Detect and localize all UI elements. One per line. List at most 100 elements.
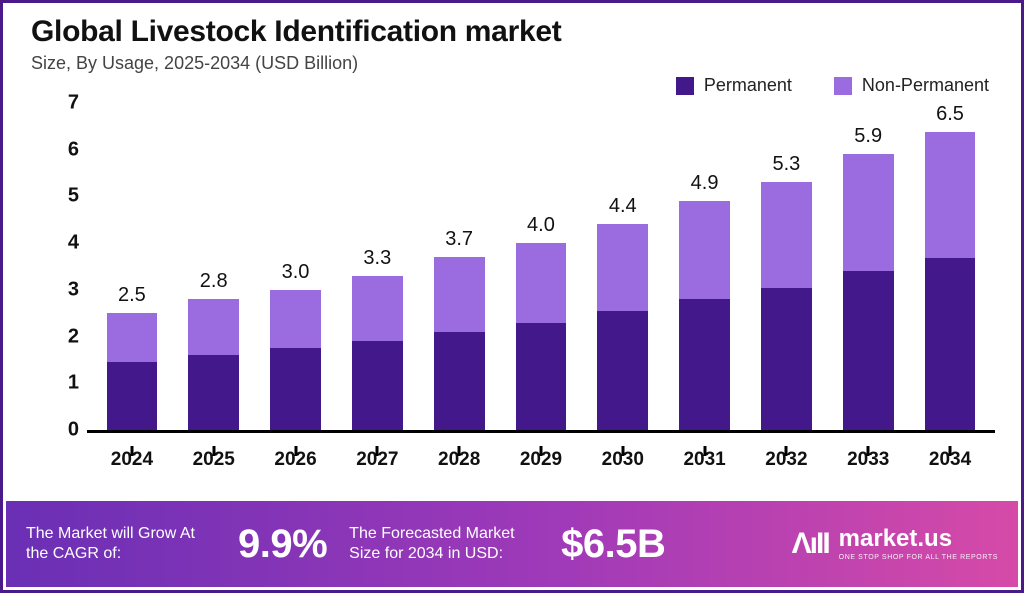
plot-area: 2.52.83.03.33.74.04.44.95.35.96.5 012345… xyxy=(87,103,995,433)
bar-column: 2.5 xyxy=(91,103,173,430)
bar-column: 3.0 xyxy=(255,103,337,430)
x-category-label: 2024 xyxy=(91,439,173,479)
y-tick-label: 7 xyxy=(47,92,79,115)
y-tick-label: 0 xyxy=(47,419,79,442)
bar-segment-nonpermanent xyxy=(270,290,321,348)
infographic-frame: Global Livestock Identification market S… xyxy=(0,0,1024,593)
bar-column: 5.3 xyxy=(746,103,828,430)
y-tick-label: 4 xyxy=(47,232,79,255)
bar-segment-permanent xyxy=(107,362,158,430)
x-category-label: 2034 xyxy=(909,439,991,479)
legend-swatch xyxy=(676,77,694,95)
bar-total-label: 2.8 xyxy=(200,270,228,293)
bar-stack xyxy=(107,313,158,430)
brand-tagline: ONE STOP SHOP FOR ALL THE REPORTS xyxy=(839,554,998,561)
footer-banner: The Market will Grow At the CAGR of: 9.9… xyxy=(6,501,1018,587)
bar-segment-nonpermanent xyxy=(434,257,485,332)
bar-total-label: 4.9 xyxy=(691,172,719,195)
legend-item-nonpermanent: Non-Permanent xyxy=(834,75,989,96)
bar-segment-permanent xyxy=(516,323,567,430)
bar-column: 4.9 xyxy=(664,103,746,430)
bar-column: 3.3 xyxy=(336,103,418,430)
bar-stack xyxy=(843,154,894,430)
y-tick-label: 6 xyxy=(47,138,79,161)
brand: ɅıII market.us ONE STOP SHOP FOR ALL THE… xyxy=(792,527,998,561)
bar-segment-permanent xyxy=(843,271,894,430)
bar-segment-permanent xyxy=(597,311,648,430)
bar-total-label: 3.0 xyxy=(282,261,310,284)
x-category-label: 2027 xyxy=(336,439,418,479)
bar-stack xyxy=(352,276,403,430)
x-category-label: 2032 xyxy=(746,439,828,479)
bar-segment-nonpermanent xyxy=(107,313,158,362)
x-tick-mark xyxy=(376,446,379,456)
x-tick-mark xyxy=(458,446,461,456)
cagr-value: 9.9% xyxy=(238,522,327,567)
bar-total-label: 5.3 xyxy=(772,153,800,176)
bar-segment-permanent xyxy=(761,288,812,430)
x-category-label: 2029 xyxy=(500,439,582,479)
forecast-value: $6.5B xyxy=(561,522,665,567)
bar-stack xyxy=(270,290,321,430)
y-tick-label: 5 xyxy=(47,185,79,208)
bar-total-label: 3.3 xyxy=(363,247,391,270)
x-category-label: 2030 xyxy=(582,439,664,479)
x-category-label: 2033 xyxy=(827,439,909,479)
bar-column: 2.8 xyxy=(173,103,255,430)
bar-stack xyxy=(434,257,485,430)
bar-total-label: 4.4 xyxy=(609,195,637,218)
x-category-label: 2025 xyxy=(173,439,255,479)
x-tick-mark xyxy=(949,446,952,456)
legend-item-permanent: Permanent xyxy=(676,75,792,96)
bar-total-label: 4.0 xyxy=(527,214,555,237)
bar-segment-nonpermanent xyxy=(516,243,567,322)
x-category-label: 2028 xyxy=(418,439,500,479)
bar-column: 4.0 xyxy=(500,103,582,430)
y-tick-label: 2 xyxy=(47,325,79,348)
x-axis: 2024202520262027202820292030203120322033… xyxy=(87,439,995,479)
bar-segment-nonpermanent xyxy=(761,182,812,287)
bar-column: 4.4 xyxy=(582,103,664,430)
header: Global Livestock Identification market S… xyxy=(3,3,1021,76)
bar-segment-nonpermanent xyxy=(597,224,648,310)
bar-segment-nonpermanent xyxy=(188,299,239,355)
bar-segment-nonpermanent xyxy=(925,132,976,258)
brand-name: market.us xyxy=(839,527,998,551)
x-tick-mark xyxy=(785,446,788,456)
forecast-label: The Forecasted Market Size for 2034 in U… xyxy=(349,524,539,564)
bar-segment-permanent xyxy=(925,258,976,430)
bar-stack xyxy=(516,243,567,430)
bar-segment-permanent xyxy=(270,348,321,430)
bar-stack xyxy=(925,132,976,430)
chart: 2.52.83.03.33.74.04.44.95.35.96.5 012345… xyxy=(51,99,999,479)
y-tick-label: 1 xyxy=(47,372,79,395)
x-tick-mark xyxy=(621,446,624,456)
bar-total-label: 5.9 xyxy=(854,125,882,148)
legend-label: Non-Permanent xyxy=(862,75,989,96)
brand-logo-icon: ɅıII xyxy=(792,527,829,561)
bar-segment-permanent xyxy=(188,355,239,430)
x-tick-mark xyxy=(130,446,133,456)
bar-segment-permanent xyxy=(434,332,485,430)
bar-stack xyxy=(679,201,730,430)
x-category-label: 2031 xyxy=(664,439,746,479)
x-tick-mark xyxy=(703,446,706,456)
bar-stack xyxy=(597,224,648,430)
bar-segment-nonpermanent xyxy=(843,154,894,271)
bar-total-label: 3.7 xyxy=(445,228,473,251)
bar-column: 5.9 xyxy=(827,103,909,430)
legend: Permanent Non-Permanent xyxy=(676,75,989,96)
bar-column: 3.7 xyxy=(418,103,500,430)
bar-segment-permanent xyxy=(679,299,730,430)
x-tick-mark xyxy=(294,446,297,456)
x-category-label: 2026 xyxy=(255,439,337,479)
cagr-label: The Market will Grow At the CAGR of: xyxy=(26,524,216,564)
bar-stack xyxy=(188,299,239,430)
legend-label: Permanent xyxy=(704,75,792,96)
x-tick-mark xyxy=(867,446,870,456)
x-tick-mark xyxy=(539,446,542,456)
bar-segment-nonpermanent xyxy=(679,201,730,299)
page-subtitle: Size, By Usage, 2025-2034 (USD Billion) xyxy=(31,53,993,74)
x-tick-mark xyxy=(212,446,215,456)
bar-stack xyxy=(761,182,812,430)
